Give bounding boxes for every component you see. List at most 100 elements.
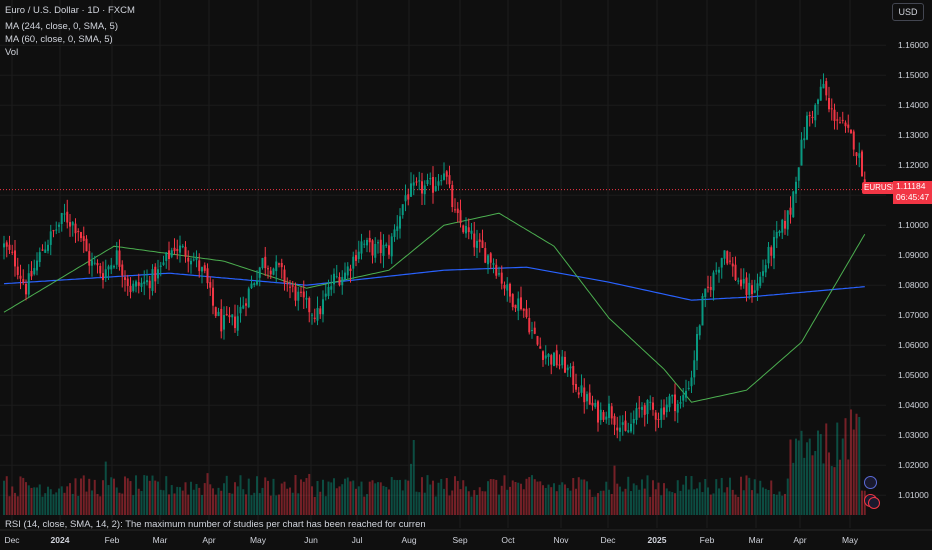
volume-bar	[690, 476, 693, 515]
volume-bars	[3, 409, 866, 515]
candle-body	[522, 308, 525, 311]
candle-body	[591, 402, 594, 406]
time-axis[interactable]: Dec 2024 Feb Mar Apr May Jun Jul Aug Sep Oct Nov Dec…	[0, 529, 932, 545]
volume-bar	[803, 457, 806, 515]
candle-body	[209, 282, 212, 288]
candle-body	[374, 243, 377, 258]
candle-body	[157, 269, 159, 279]
candle-body	[476, 240, 478, 248]
candle-body	[80, 232, 82, 239]
alert-badge-icon[interactable]	[864, 476, 877, 489]
candle-body	[709, 286, 712, 290]
volume-bar	[443, 488, 445, 515]
price-tick-label: 1.12000	[898, 160, 929, 170]
candles	[3, 73, 866, 442]
volume-bar	[176, 486, 179, 515]
volume-bar	[41, 496, 44, 515]
volume-bar	[434, 496, 437, 515]
volume-bar	[344, 478, 346, 515]
candle-body	[69, 222, 71, 227]
candle-body	[258, 267, 261, 278]
candle-body	[525, 308, 528, 318]
volume-bar	[253, 492, 256, 515]
candle-body	[283, 269, 286, 283]
candle-body	[344, 272, 346, 280]
volume-bar	[456, 480, 459, 515]
candle-body	[621, 422, 624, 425]
time-tick-label: Feb	[700, 535, 715, 545]
volume-bar	[564, 484, 566, 515]
legend-ma60[interactable]: MA (60, close, 0, SMA, 5)	[5, 34, 113, 45]
legend-symbol-title[interactable]: Euro / U.S. Dollar · 1D · FXCM	[5, 5, 135, 16]
candle-body	[762, 271, 764, 276]
volume-bar	[814, 451, 817, 515]
volume-bar	[429, 484, 432, 515]
time-tick-label: Oct	[501, 535, 515, 545]
legend-ma244[interactable]: MA (244, close, 0, SMA, 5)	[5, 21, 118, 32]
time-tick-label: Apr	[202, 535, 215, 545]
ma60-line	[3, 212, 866, 403]
candle-body	[731, 263, 734, 267]
candle-body	[22, 279, 25, 283]
volume-bar	[366, 494, 368, 515]
candle-body	[390, 236, 393, 257]
candle-body	[467, 227, 470, 233]
volume-bar	[599, 490, 602, 515]
volume-bar	[377, 482, 379, 515]
volume-bar	[830, 466, 833, 515]
volume-bar	[740, 476, 742, 515]
candle-body	[742, 279, 745, 284]
candle-body	[478, 239, 481, 242]
price-tick-label: 1.15000	[898, 70, 929, 80]
legend-volume[interactable]: Vol	[5, 47, 19, 58]
candle-body	[679, 402, 682, 404]
volume-bar	[283, 481, 286, 515]
volume-bar	[159, 489, 162, 515]
volume-bar	[390, 477, 393, 515]
candle-body	[291, 285, 294, 287]
moving-averages	[3, 212, 866, 403]
volume-bar	[341, 484, 344, 515]
candle-body	[509, 283, 511, 297]
candle-body	[841, 119, 844, 121]
candle-body	[671, 394, 674, 397]
time-tick-label: Jul	[352, 535, 363, 545]
symbol-price-tag: EURUSD	[862, 182, 900, 194]
candle-body	[745, 277, 748, 295]
candle-body	[597, 401, 599, 423]
volume-bar	[693, 489, 696, 515]
candle-body	[187, 257, 190, 262]
volume-bar	[289, 487, 291, 515]
volume-bar	[792, 462, 795, 515]
candle-body	[445, 171, 448, 177]
candle-body	[44, 249, 47, 253]
candle-body	[503, 284, 506, 289]
volume-bar	[198, 487, 201, 515]
candle-body	[190, 260, 192, 265]
volume-bar	[751, 490, 753, 515]
candle-body	[151, 269, 154, 291]
volume-bar	[399, 479, 401, 515]
candle-body	[368, 237, 371, 243]
candle-body	[624, 420, 627, 431]
volume-bar	[38, 484, 41, 515]
volume-bar	[363, 496, 366, 515]
candle-body	[338, 276, 341, 286]
volume-bar	[305, 478, 308, 515]
volume-bar	[58, 488, 60, 515]
candle-body	[19, 275, 22, 279]
price-axis[interactable]: 1.160001.150001.140001.130001.120001.110…	[898, 40, 929, 500]
volume-bar	[762, 487, 764, 515]
candle-body	[690, 377, 693, 387]
earnings-badge-icon[interactable]	[868, 497, 880, 509]
volume-bar	[168, 494, 170, 515]
candle-body	[489, 253, 492, 263]
volume-bar	[660, 495, 663, 515]
volume-bar	[236, 486, 239, 515]
volume-bar	[624, 488, 627, 515]
currency-button[interactable]: USD	[892, 3, 924, 21]
candle-body	[363, 243, 366, 245]
candle-body	[313, 317, 316, 319]
candle-body	[168, 250, 170, 260]
